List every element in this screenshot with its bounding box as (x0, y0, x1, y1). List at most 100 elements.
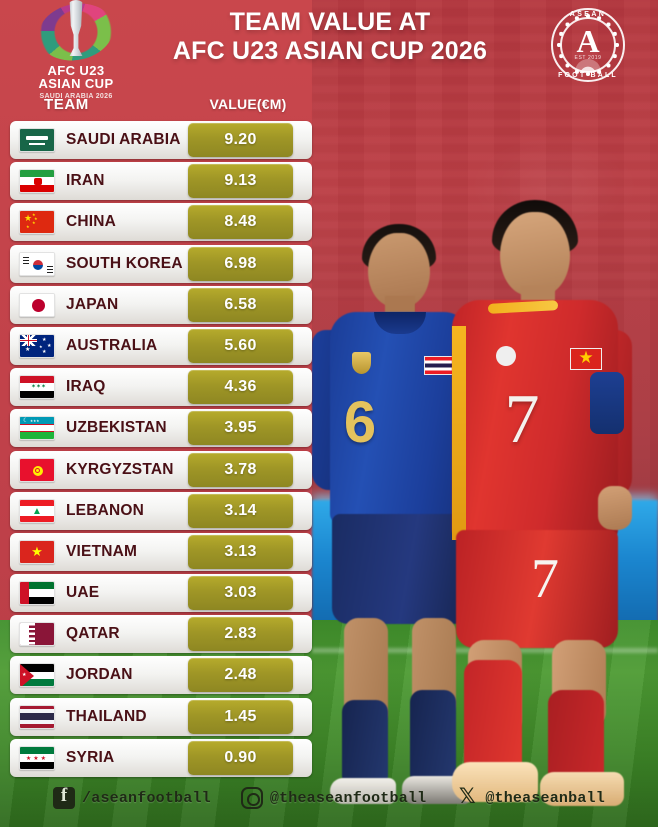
table-row: QATAR 2.83 (10, 615, 312, 654)
player-left-shorts (332, 514, 470, 624)
flag-icon-au: ★ ★ ★ ★ ★ (19, 333, 55, 358)
table-row: ★★★ SYRIA 0.90 (10, 738, 312, 777)
value-text: 6.58 (224, 295, 257, 313)
player-left-crest (352, 352, 371, 374)
social-handle[interactable]: /aseanfootball (82, 789, 211, 807)
social-link[interactable]: @theaseanball (456, 784, 605, 809)
value-text: 3.03 (224, 584, 257, 602)
asean-logo-letter: A (576, 23, 600, 59)
social-handle[interactable]: @theaseanfootball (269, 789, 427, 807)
flag-icon-jp (19, 292, 55, 317)
value-text: 1.45 (224, 707, 257, 725)
table-row: SOUTH KOREA 6.98 (10, 244, 312, 283)
table-row: ★ VIETNAM 3.13 (10, 532, 312, 571)
value-text: 3.78 (224, 460, 257, 478)
table-row: IRAN 9.13 (10, 162, 312, 201)
value-badge: 9.13 (188, 164, 293, 199)
value-text: 3.13 (224, 542, 257, 560)
team-name: SOUTH KOREA (66, 254, 183, 272)
column-header-value: VALUE(€M) (209, 96, 287, 112)
value-badge: 1.45 (188, 699, 293, 734)
player-left-boot-1 (330, 778, 396, 804)
player-right-kit-logo (496, 346, 516, 366)
flag-icon-jo: ★ (19, 663, 55, 688)
football-icon (575, 59, 601, 72)
captain-armband (590, 372, 624, 434)
player-right-shorts (456, 530, 618, 648)
x-twitter-icon[interactable] (456, 784, 478, 809)
value-text: 0.90 (224, 748, 257, 766)
flag-icon-th (19, 704, 55, 729)
table-row: ▲ LEBANON 3.14 (10, 491, 312, 530)
value-badge: 6.98 (188, 246, 293, 281)
player-left-sock-1 (342, 700, 388, 788)
team-value-table: SAUDI ARABIA 9.20 IRAN 9.13 ★ ★ ★ ★ ★ CHINA 8… (10, 121, 312, 780)
table-row: ★ JORDAN 2.48 (10, 656, 312, 695)
player-left-jersey (330, 312, 470, 524)
value-badge: 0.90 (188, 740, 293, 775)
value-text: 4.36 (224, 378, 257, 396)
flag-icon-sy: ★★★ (19, 745, 55, 770)
team-name: CHINA (66, 213, 117, 231)
table-row: ★ ★ ★ ★ ★ AUSTRALIA 5.60 (10, 326, 312, 365)
team-name: AUSTRALIA (66, 336, 158, 354)
player-right-boot-2 (540, 772, 624, 806)
column-header-team: TEAM (44, 96, 89, 113)
team-name: IRAN (66, 172, 105, 190)
flag-icon-kr (19, 251, 55, 276)
player-right-shorts-number: 7 (531, 548, 559, 610)
asean-logo-est: EST 2019 (574, 55, 602, 61)
team-name: SAUDI ARABIA (66, 131, 181, 148)
page-title: TEAM VALUE AT AFC U23 ASIAN CUP 2026 (150, 8, 510, 66)
table-row: KYRGYZSTAN 3.78 (10, 450, 312, 489)
flag-icon-qa (19, 622, 55, 647)
value-badge: 2.83 (188, 617, 293, 652)
player-right-sock-1 (464, 660, 522, 782)
afc-u23-asian-cup-logo: AFC U23 ASIAN CUP SAUDI ARABIA 2026 (24, 0, 128, 100)
table-row: UAE 3.03 (10, 574, 312, 613)
value-text: 8.48 (224, 213, 257, 231)
social-handle[interactable]: @theaseanball (485, 789, 605, 807)
logo-inner-ring (560, 17, 616, 73)
asean-logo-bottom-text: FOOT BALL (558, 72, 618, 79)
player-left-sock-2 (410, 690, 456, 786)
team-name: SYRIA (66, 748, 115, 766)
social-footer: /aseanfootball @theaseanfootball @theasean… (0, 783, 658, 813)
value-text: 6.98 (224, 254, 257, 272)
afc-logo-line3: SAUDI ARABIA 2026 (39, 93, 113, 100)
player-left-head (368, 233, 430, 307)
table-column-headers: TEAM VALUE(€M) (0, 96, 312, 118)
table-row: ☾ ★★★ UZBEKISTAN 3.95 (10, 409, 312, 448)
vietnam-flag-patch (570, 345, 602, 371)
title-line-1: TEAM VALUE AT (229, 8, 431, 36)
value-badge: 3.78 (188, 452, 293, 487)
team-name: UZBEKISTAN (66, 419, 167, 437)
team-name: LEBANON (66, 501, 145, 519)
value-text: 9.20 (224, 131, 257, 148)
flag-icon-ae (19, 581, 55, 606)
value-text: 2.48 (224, 666, 257, 684)
instagram-icon[interactable] (240, 787, 263, 809)
player-right-side-stripe (452, 326, 466, 540)
social-link[interactable]: @theaseanfootball (240, 787, 427, 809)
value-badge: 3.95 (188, 411, 293, 446)
value-text: 3.95 (224, 419, 257, 437)
flag-icon-vn: ★ (19, 539, 55, 564)
player-right-sock-2 (548, 690, 604, 786)
flag-icon-lb: ▲ (19, 498, 55, 523)
flag-icon-kg (19, 457, 55, 482)
value-badge: 3.14 (188, 493, 293, 528)
facebook-icon[interactable] (53, 785, 76, 809)
social-link[interactable]: /aseanfootball (53, 785, 211, 809)
flag-icon-cn: ★ ★ ★ ★ ★ (19, 210, 55, 235)
team-name: QATAR (66, 625, 120, 643)
value-badge: 8.48 (188, 205, 293, 240)
flag-icon-iq: ✶✶✶ (19, 375, 55, 400)
value-badge: 5.60 (188, 328, 293, 363)
value-text: 3.14 (224, 501, 257, 519)
value-badge: 3.03 (188, 576, 293, 611)
value-badge: 9.20 (188, 123, 293, 157)
title-line-2: AFC U23 ASIAN CUP 2026 (172, 37, 488, 65)
afc-logo-line2: ASIAN CUP (38, 76, 114, 91)
